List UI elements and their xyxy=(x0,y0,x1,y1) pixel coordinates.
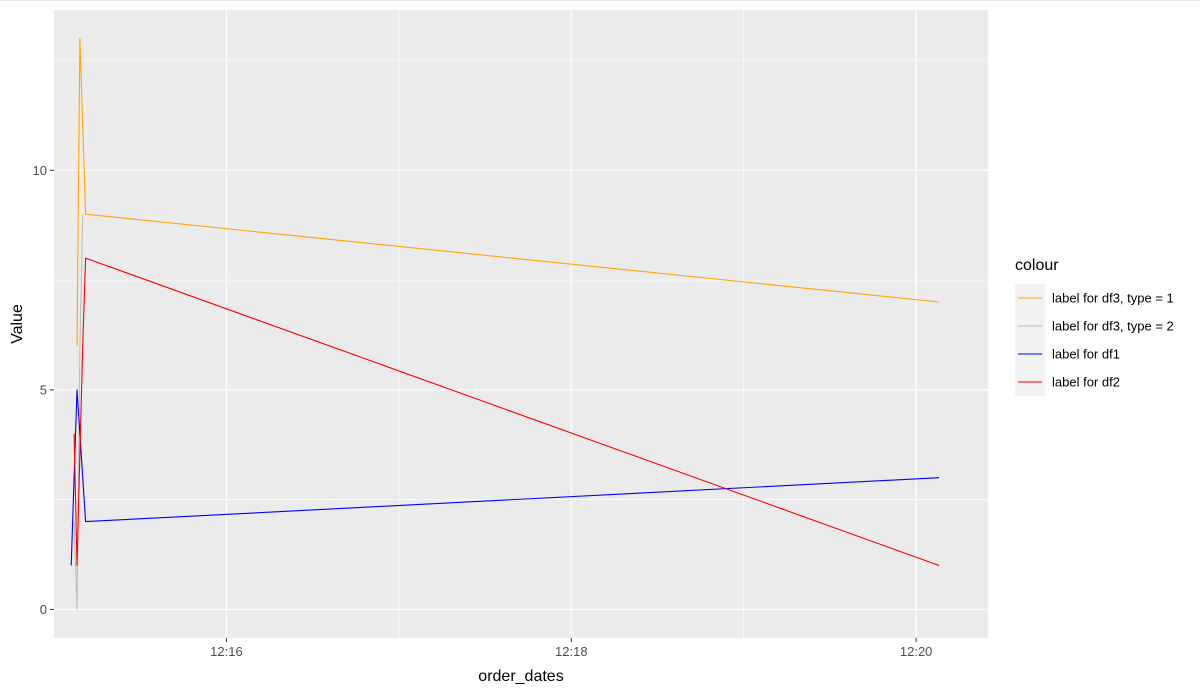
legend-label-4: label for df2 xyxy=(1052,375,1120,390)
legend-label-1: label for df3, type = 1 xyxy=(1052,291,1174,306)
y-tick-label: 0 xyxy=(40,602,47,617)
series-layer xyxy=(70,37,940,611)
x-tick-label: 12:20 xyxy=(900,644,933,659)
y-axis-title: Value xyxy=(9,304,26,344)
series-line-1 xyxy=(76,37,940,347)
y-tick-label: 10 xyxy=(33,163,47,178)
x-axis: 12:16 12:18 12:20 xyxy=(210,638,932,659)
series-line-4 xyxy=(73,257,940,567)
y-tick-label: 5 xyxy=(40,382,47,397)
x-tick-label: 12:16 xyxy=(210,644,243,659)
x-axis-title: order_dates xyxy=(478,668,563,685)
legend-keys-background xyxy=(1015,284,1045,396)
top-border xyxy=(0,0,1200,1)
y-axis: 0 5 10 xyxy=(33,163,54,617)
plot-panel xyxy=(54,10,988,638)
legend-title: colour xyxy=(1015,257,1059,274)
legend: colour label for df3, type = 1 label for … xyxy=(1015,257,1174,396)
series-line-2 xyxy=(73,214,84,611)
legend-label-2: label for df3, type = 2 xyxy=(1052,319,1174,334)
grid-major xyxy=(54,10,988,638)
legend-label-3: label for df1 xyxy=(1052,347,1120,362)
grid-minor xyxy=(54,10,988,638)
x-tick-label: 12:18 xyxy=(555,644,588,659)
